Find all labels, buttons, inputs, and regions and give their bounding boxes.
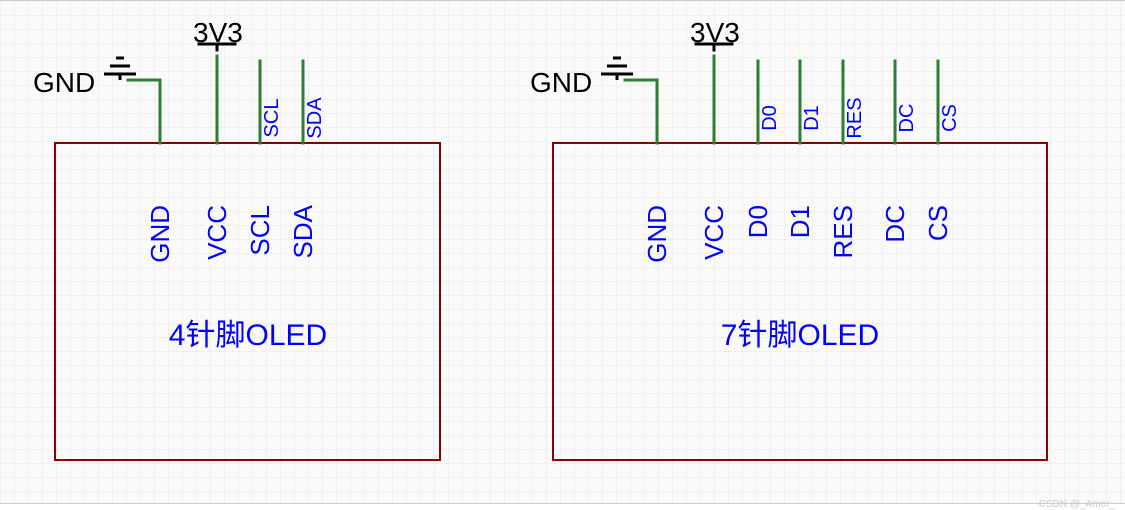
component-title: 7针脚OLED [721,319,879,352]
wire [128,80,160,143]
watermark: CSDN @_Amor_ [1039,499,1115,510]
pin-label: SCL [245,205,275,256]
net-label: SCL [261,99,283,138]
pin-label: RES [828,205,858,258]
pin-label: D0 [743,205,773,238]
net-label: D1 [801,105,823,131]
pin-label: DC [880,205,910,243]
pin-label: SDA [288,204,318,258]
pin-label: GND [145,205,175,263]
power-label: 3V3 [193,17,243,48]
pin-label: VCC [699,205,729,260]
net-label: D0 [759,105,781,131]
module: 4针脚OLED GND 3V3 GND VCC SCL SCL SDA SDA [33,17,440,460]
component-outline [55,143,440,460]
component-outline [553,143,1047,460]
net-label: CS [939,104,961,132]
net-label: RES [844,97,866,138]
gnd-label: GND [530,67,592,98]
pin-label: CS [923,205,953,241]
net-label: SDA [304,97,326,139]
pin-label: VCC [202,205,232,260]
power-label: 3V3 [690,17,740,48]
wire [625,80,657,143]
component-title: 4针脚OLED [169,319,327,352]
module: 7针脚OLED GND 3V3 GND VCC D0 D0 D1 D1 RES RES DC DC CS C… [530,17,1047,460]
pin-label: GND [642,205,672,263]
schematic-svg: 4针脚OLED GND 3V3 GND VCC SCL SCL SDA SDA 7针脚OLED GN… [0,0,1125,510]
gnd-label: GND [33,67,95,98]
net-label: DC [896,104,918,133]
pin-label: D1 [785,205,815,238]
